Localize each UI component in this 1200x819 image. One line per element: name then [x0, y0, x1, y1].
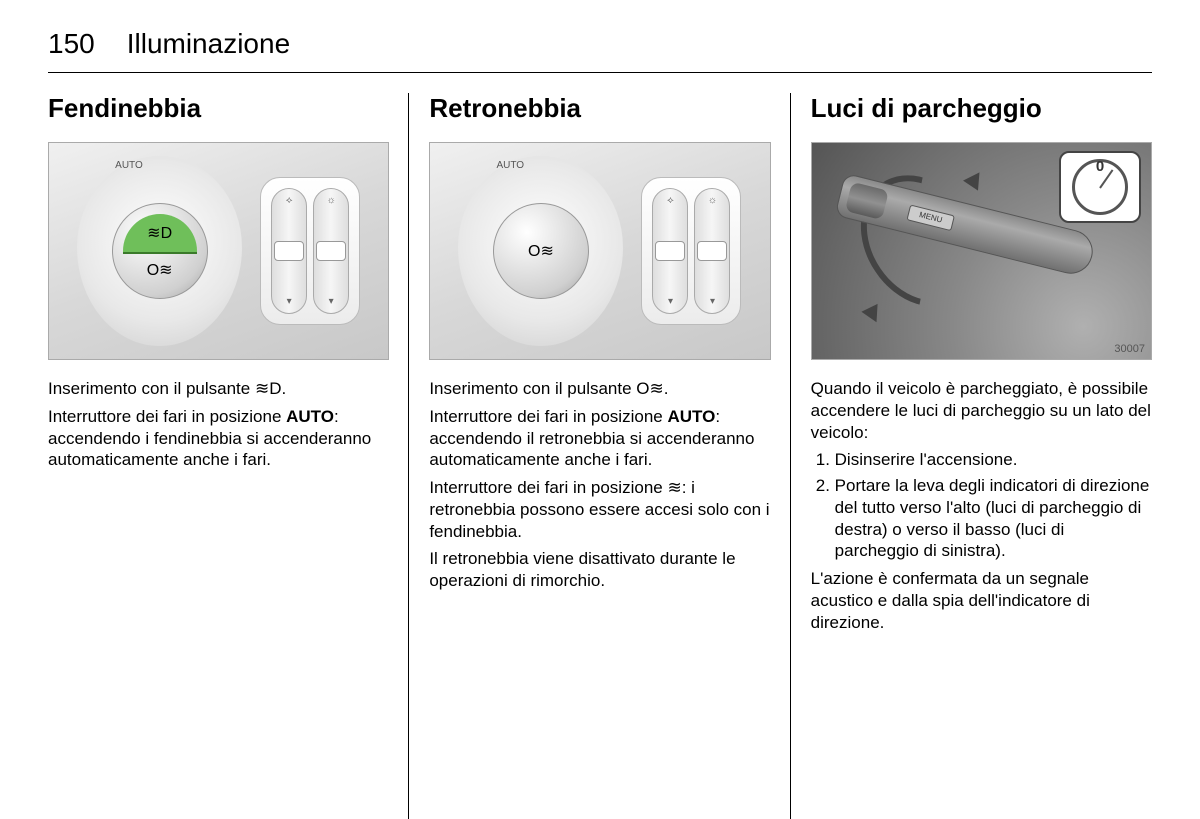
body-text-col3: Quando il veicolo è parcheggiato, è poss…	[811, 378, 1152, 633]
page-header: 150 Illuminazione	[48, 28, 1152, 73]
text: Interruttore dei fari in posizione	[429, 478, 667, 497]
text: L'azione è confermata da un segnale acus…	[811, 568, 1152, 633]
dimmer-icon: ☼	[708, 195, 717, 206]
text: Interruttore dei fari in posizione	[48, 407, 286, 426]
rear-fog-symbol: O≋	[636, 379, 663, 398]
text: Il retronebbia viene disattivato durante…	[429, 548, 770, 592]
headlamp-icon: ⟡	[286, 195, 293, 206]
slider-headlamp-level: ⟡ ▾	[652, 188, 688, 314]
menu-button-label: MENU	[906, 204, 955, 231]
rear-fog-icon: O≋	[528, 241, 554, 261]
light-dial-green: ≋D O≋	[112, 203, 208, 299]
slider-dimmer: ☼ ▾	[694, 188, 730, 314]
text: Quando il veicolo è parcheggiato, è poss…	[811, 378, 1152, 443]
body-text-col2: Inserimento con il pulsante O≋. Interrut…	[429, 378, 770, 592]
light-dial-plain: O≋	[493, 203, 589, 299]
column-fendinebbia: Fendinebbia AUTO ≋D O≋ ⟡ ▾	[48, 93, 409, 639]
text-auto-strong: AUTO	[667, 407, 715, 426]
ignition-gauge-inset: 0	[1059, 151, 1141, 223]
headlamp-icon: ⟡	[667, 195, 674, 206]
page-number: 150	[48, 28, 95, 60]
dial-auto-label: AUTO	[115, 160, 143, 171]
steps-list: Disinserire l'accensione. Portare la lev…	[811, 449, 1152, 562]
text-auto-strong: AUTO	[286, 407, 334, 426]
figure-light-switch-front-fog: AUTO ≋D O≋ ⟡ ▾ ☼ ▾	[48, 142, 389, 360]
heading-fendinebbia: Fendinebbia	[48, 93, 389, 124]
gauge-zero-label: 0	[1096, 158, 1104, 175]
adjustment-sliders: ⟡ ▾ ☼ ▾	[260, 177, 360, 325]
figure-turn-signal-stalk: MENU 0 30007	[811, 142, 1152, 360]
front-fog-icon: ≋D	[147, 223, 172, 243]
heading-parcheggio: Luci di parcheggio	[811, 93, 1152, 124]
front-fog-symbol: ≋D	[255, 379, 282, 398]
text: Inserimento con il pulsante	[48, 379, 255, 398]
text: Interruttore dei fari in posizione	[429, 407, 667, 426]
chapter-title: Illuminazione	[127, 28, 290, 60]
figure-light-switch-rear-fog: AUTO O≋ ⟡ ▾ ☼ ▾	[429, 142, 770, 360]
body-text-col1: Inserimento con il pulsante ≋D. Interrut…	[48, 378, 389, 471]
list-item: Disinserire l'accensione.	[835, 449, 1152, 471]
text: .	[281, 379, 286, 398]
text: Inserimento con il pulsante	[429, 379, 636, 398]
rear-fog-icon: O≋	[147, 260, 173, 280]
columns-container: Fendinebbia AUTO ≋D O≋ ⟡ ▾	[48, 93, 1152, 639]
column-parcheggio: Luci di parcheggio MENU 0 30007	[791, 93, 1152, 639]
heading-retronebbbia: Retronebbia	[429, 93, 770, 124]
dial-auto-label: AUTO	[496, 160, 524, 171]
slider-dimmer: ☼ ▾	[313, 188, 349, 314]
list-item: Portare la leva degli indicatori di dire…	[835, 475, 1152, 562]
parking-light-symbol: ≋	[667, 478, 681, 497]
adjustment-sliders: ⟡ ▾ ☼ ▾	[641, 177, 741, 325]
column-retronebbbia: Retronebbia AUTO O≋ ⟡ ▾	[409, 93, 790, 639]
text: .	[664, 379, 669, 398]
dimmer-icon: ☼	[327, 195, 336, 206]
slider-headlamp-level: ⟡ ▾	[271, 188, 307, 314]
figure-reference-number: 30007	[1114, 343, 1145, 355]
